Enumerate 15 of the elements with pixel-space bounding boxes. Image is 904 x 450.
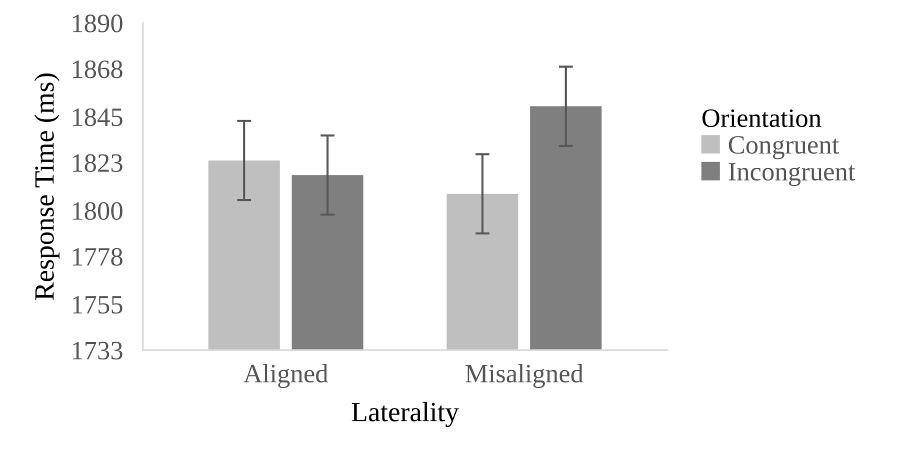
y-tick-label: 1800	[72, 202, 122, 220]
x-tick-label: Aligned	[244, 364, 328, 388]
legend-label: Incongruent	[728, 163, 856, 186]
y-tick-label: 1755	[72, 296, 122, 314]
legend-title: Orientation	[702, 109, 822, 128]
x-axis-title: Laterality	[352, 402, 459, 428]
y-tick-label: 1890	[72, 14, 122, 32]
legend-label: Congruent	[728, 136, 840, 160]
y-tick-label: 1845	[72, 108, 122, 126]
y-tick-label: 1823	[72, 154, 122, 172]
y-tick-label: 1733	[72, 342, 122, 360]
x-tick-label: Misaligned	[466, 364, 584, 388]
y-tick-label: 1778	[72, 248, 122, 266]
y-axis-title: Response Time (ms)	[34, 74, 60, 300]
y-tick-label: 1868	[72, 60, 122, 78]
